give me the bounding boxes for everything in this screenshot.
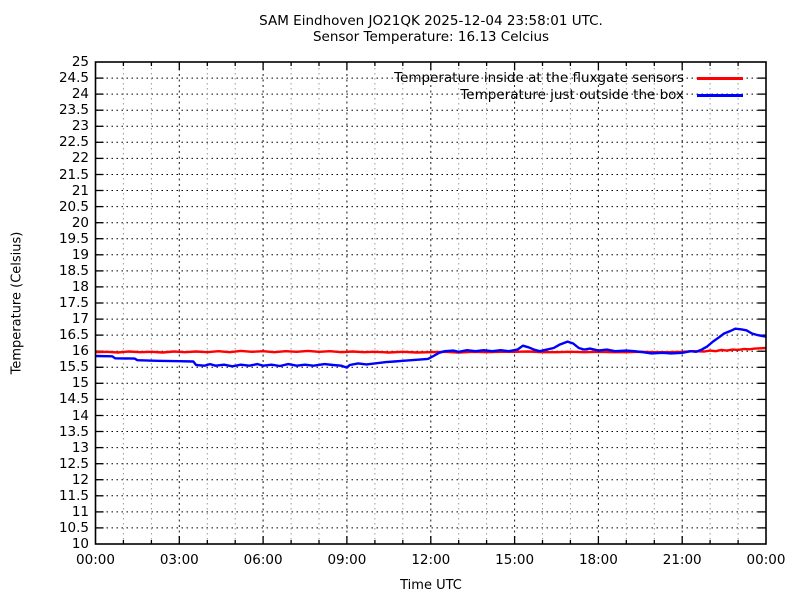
y-tick-label: 13.5 [58,423,89,440]
y-tick-label: 23.5 [58,102,89,119]
x-tick-label: 00:00 [746,552,786,568]
y-tick-label: 22.5 [58,134,89,151]
x-tick-label: 15:00 [495,552,535,568]
y-tick-label: 11 [71,503,89,520]
series-line-outside [95,327,767,369]
x-tick-label: 00:00 [76,552,115,568]
y-tick-label: 15.5 [58,359,89,376]
y-tick-label: 10.5 [58,519,89,536]
y-tick-label: 17.5 [58,295,89,311]
chart-subtitle: Sensor Temperature: 16.13 Celcius [312,29,550,45]
y-tick-label: 19 [71,246,89,263]
legend-line-red [697,76,743,80]
y-tick-label: 14 [71,407,89,424]
y-tick-label: 24 [71,86,89,103]
chart-title: SAM Eindhoven JO21QK 2025-12-04 23:58:01… [259,13,603,29]
x-tick-label: 21:00 [662,552,702,568]
x-tick-label: 09:00 [327,552,367,568]
legend-line-blue [697,93,743,97]
y-tick-label: 16 [71,343,89,360]
y-tick-label: 25 [71,54,89,70]
y-tick-label: 11.5 [58,487,89,504]
legend-entry-inside: Temperature inside at the fluxgate senso… [394,70,743,86]
y-tick-label: 16.5 [58,327,89,344]
x-axis-label: Time UTC [400,578,462,593]
x-tick-label: 18:00 [578,552,618,568]
y-tick-label: 20.5 [58,198,89,215]
y-tick-label: 18.5 [58,262,89,279]
y-tick-label: 18 [71,278,89,295]
chart-title-block: SAM Eindhoven JO21QK 2025-12-04 23:58:01… [95,13,767,45]
y-tick-label: 15 [71,375,89,392]
y-tick-label: 24.5 [58,70,89,87]
y-tick-label: 12 [71,471,89,488]
y-tick-label: 21.5 [58,166,89,183]
legend-label-outside: Temperature just outside the box [460,87,684,103]
y-tick-label: 10 [71,536,89,552]
x-tick-label: 03:00 [159,552,199,568]
legend-label-inside: Temperature inside at the fluxgate senso… [394,70,684,86]
y-tick-label: 19.5 [58,230,89,247]
y-tick-label: 17 [71,311,89,328]
legend-entry-outside: Temperature just outside the box [460,87,743,103]
y-tick-label: 23 [71,118,89,135]
y-tick-label: 22 [71,150,89,167]
y-tick-label: 12.5 [58,455,89,472]
x-tick-label: 06:00 [243,552,283,568]
y-tick-label: 21 [71,182,89,199]
plot-border [94,61,767,545]
y-tick-label: 13 [71,439,89,456]
y-tick-label: 20 [71,214,89,231]
y-tick-label: 14.5 [58,391,89,408]
x-tick-label: 12:00 [411,552,451,568]
